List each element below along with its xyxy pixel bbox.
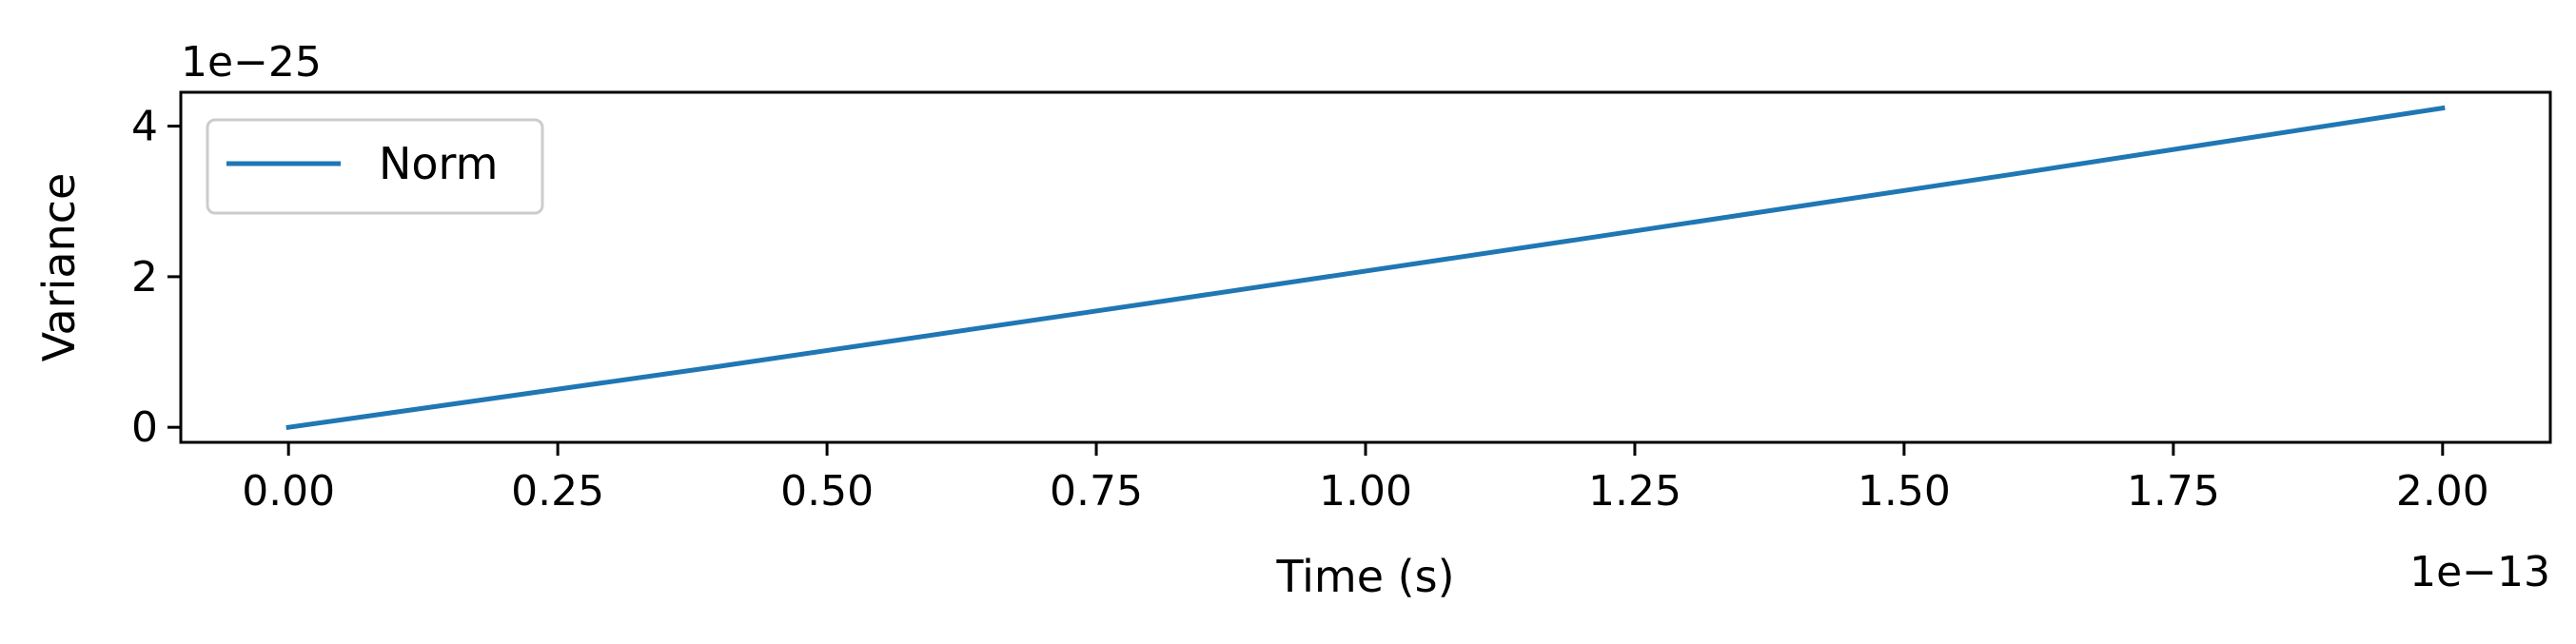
x-tick-label: 1.75 <box>2127 467 2220 516</box>
y-tick-label: 2 <box>131 253 158 302</box>
x-tick-label: 0.25 <box>511 467 604 516</box>
y-tick-label: 4 <box>131 103 158 151</box>
x-tick-label: 0.75 <box>1050 467 1143 516</box>
x-tick-label: 0.50 <box>780 467 874 516</box>
x-tick-label: 1.25 <box>1588 467 1681 516</box>
plot-layer <box>285 105 2446 431</box>
legend-box <box>206 118 544 215</box>
y-axis-offset-label: 1e−25 <box>181 38 322 87</box>
x-tick-label: 0.00 <box>242 467 335 516</box>
x-axis-label: Time (s) <box>1275 551 1454 602</box>
legend: Norm <box>206 118 544 215</box>
x-axis-ticks: 0.00 0.25 0.50 0.75 1.00 1.25 1.50 1.75 2.00 <box>242 442 2489 516</box>
x-tick-label: 2.00 <box>2396 467 2489 516</box>
x-axis-offset-label: 1e−13 <box>2409 548 2550 596</box>
x-tick-label: 1.50 <box>1858 467 1951 516</box>
legend-label-norm: Norm <box>379 138 498 189</box>
y-axis-label: Variance <box>33 173 85 362</box>
y-axis-ticks: 0 2 4 <box>131 103 181 452</box>
series-line-norm <box>285 105 2446 431</box>
x-tick-label: 1.00 <box>1319 467 1412 516</box>
y-tick-label: 0 <box>131 403 158 452</box>
